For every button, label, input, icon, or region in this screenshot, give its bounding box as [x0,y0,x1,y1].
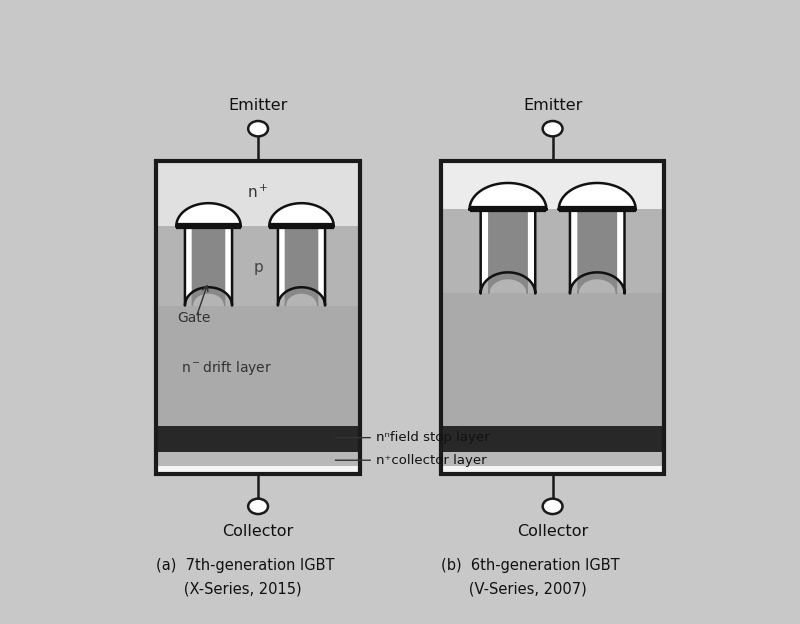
Polygon shape [278,227,325,306]
Bar [156,452,360,467]
Bar [156,162,360,227]
Text: (a)  7th-generation IGBT: (a) 7th-generation IGBT [156,558,334,573]
Bar [156,227,360,306]
Bar [156,162,360,474]
Bar [441,210,664,293]
Text: Gate: Gate [178,311,211,324]
Bar [441,162,664,210]
Circle shape [248,499,268,514]
Polygon shape [578,210,617,293]
Text: Emitter: Emitter [523,99,582,114]
Polygon shape [481,210,535,293]
Bar [441,162,664,474]
Circle shape [542,499,562,514]
Polygon shape [570,210,625,293]
Polygon shape [176,203,241,227]
Text: (X-Series, 2015): (X-Series, 2015) [156,582,302,597]
Text: p: p [254,260,263,275]
Polygon shape [185,227,232,306]
Bar [441,162,664,474]
Text: (V-Series, 2007): (V-Series, 2007) [441,582,586,597]
Text: (b)  6th-generation IGBT: (b) 6th-generation IGBT [441,558,620,573]
Text: Collector: Collector [517,524,588,539]
Polygon shape [192,227,225,306]
Polygon shape [558,183,636,210]
Bar [156,467,360,474]
Bar [156,426,360,452]
Polygon shape [489,210,527,293]
Text: n$^-$drift layer: n$^-$drift layer [182,359,273,377]
Bar [156,162,360,474]
Text: n$^+$: n$^+$ [247,184,269,202]
Text: Collector: Collector [222,524,294,539]
Bar [441,293,664,426]
Bar [441,452,664,467]
Text: nⁿfield stop layer: nⁿfield stop layer [335,431,490,444]
Circle shape [248,121,268,137]
Text: n⁺collector layer: n⁺collector layer [335,454,486,467]
Bar [441,426,664,452]
Circle shape [542,121,562,137]
Text: Emitter: Emitter [229,99,288,114]
Polygon shape [270,203,334,227]
Polygon shape [470,183,546,210]
Polygon shape [286,227,318,306]
Bar [441,467,664,474]
Bar [156,306,360,426]
